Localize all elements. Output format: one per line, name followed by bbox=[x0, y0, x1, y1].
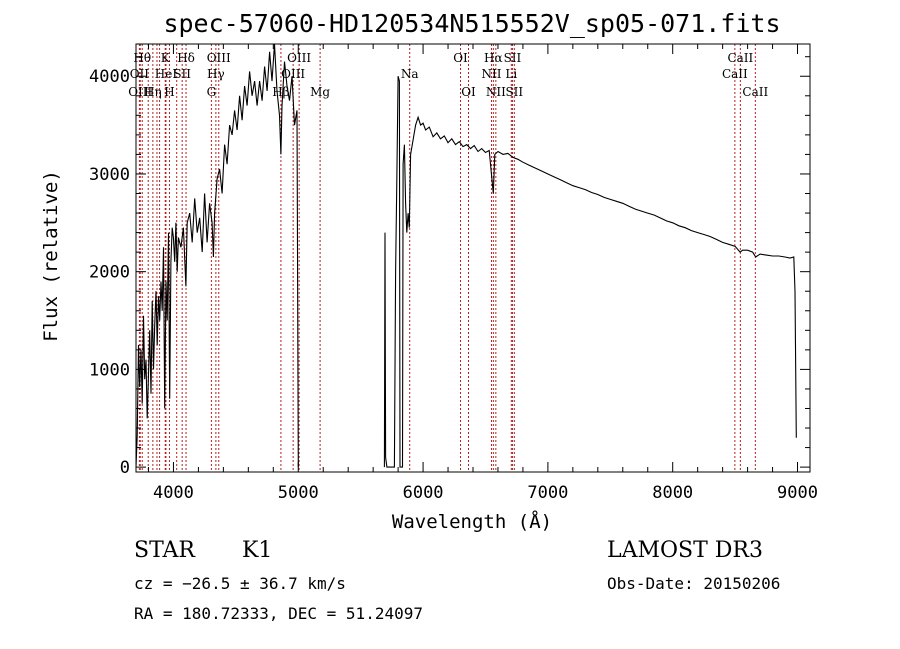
y-tick-label-3: 3000 bbox=[89, 165, 130, 185]
line-label-22: OI bbox=[461, 85, 476, 99]
spectrum-series-1 bbox=[383, 76, 797, 468]
object-subclass: K1 bbox=[242, 538, 273, 563]
line-label-12: Hδ bbox=[177, 51, 195, 65]
y-tick-label-1: 1000 bbox=[89, 360, 130, 380]
line-label-28: SII bbox=[505, 85, 523, 99]
redshift-cz: cz = −26.5 ± 36.7 km/s bbox=[134, 574, 346, 593]
line-label-21: OI bbox=[453, 51, 468, 65]
x-axis-label: Wavelength (Å) bbox=[392, 510, 552, 533]
line-label-1: OII bbox=[130, 67, 150, 81]
line-label-17: OIII bbox=[281, 67, 305, 81]
plot-frame bbox=[135, 43, 811, 473]
x-axis: 4000 5000 6000 7000 8000 9000 bbox=[147, 44, 818, 503]
line-label-23: NII bbox=[481, 67, 501, 81]
x-tick-label-4: 8000 bbox=[652, 483, 693, 503]
line-label-14: Hγ bbox=[207, 67, 225, 81]
survey-name: LAMOST DR3 bbox=[607, 538, 763, 563]
line-label-29: CaII bbox=[722, 67, 748, 81]
line-label-30: CaII bbox=[727, 51, 753, 65]
line-label-0: Hθ bbox=[133, 51, 151, 65]
line-label-27: SII bbox=[504, 51, 522, 65]
line-label-2: OIII bbox=[128, 85, 152, 99]
line-label-7: K bbox=[161, 51, 171, 65]
line-label-26: Li bbox=[505, 67, 517, 81]
x-tick-label-3: 7000 bbox=[527, 483, 568, 503]
line-label-4: Hη bbox=[144, 85, 162, 99]
spectral-line-markers bbox=[138, 44, 756, 472]
line-label-25: NII bbox=[486, 85, 506, 99]
y-tick-label-0: 0 bbox=[120, 458, 130, 478]
x-tick-label-1: 5000 bbox=[278, 483, 319, 503]
line-label-18: OIII bbox=[287, 51, 311, 65]
line-label-20: Na bbox=[401, 67, 419, 81]
x-tick-label-0: 4000 bbox=[153, 483, 194, 503]
coordinates: RA = 180.72333, DEC = 51.24097 bbox=[134, 604, 423, 623]
line-label-15: OIII bbox=[207, 51, 231, 65]
line-label-11: SII bbox=[173, 67, 191, 81]
observation-date: Obs-Date: 20150206 bbox=[607, 574, 781, 593]
y-tick-label-2: 2000 bbox=[89, 263, 130, 283]
spectrum-series-0 bbox=[135, 43, 299, 468]
line-label-8: HeI bbox=[155, 67, 178, 81]
line-label-31: CaII bbox=[742, 85, 768, 99]
object-class: STAR bbox=[134, 538, 195, 563]
line-label-13: G bbox=[207, 85, 217, 99]
line-label-9: H bbox=[164, 85, 174, 99]
x-tick-label-2: 6000 bbox=[403, 483, 444, 503]
line-label-24: Hα bbox=[484, 51, 503, 65]
spectral-line-labels: HθOIIOIIIHηKHeIHSIIHδGHγOIIIHβOIIIOIIIMg… bbox=[128, 51, 768, 99]
x-tick-label-5: 9000 bbox=[777, 483, 818, 503]
spectrum-series bbox=[135, 43, 797, 468]
chart-title: spec-57060-HD120534N515552V_sp05-071.fit… bbox=[163, 9, 780, 38]
y-tick-label-4: 4000 bbox=[89, 67, 130, 87]
y-axis: 0 1000 2000 3000 4000 bbox=[89, 56, 810, 478]
line-label-19: Mg bbox=[310, 85, 330, 99]
y-axis-label: Flux (relative) bbox=[40, 170, 62, 342]
